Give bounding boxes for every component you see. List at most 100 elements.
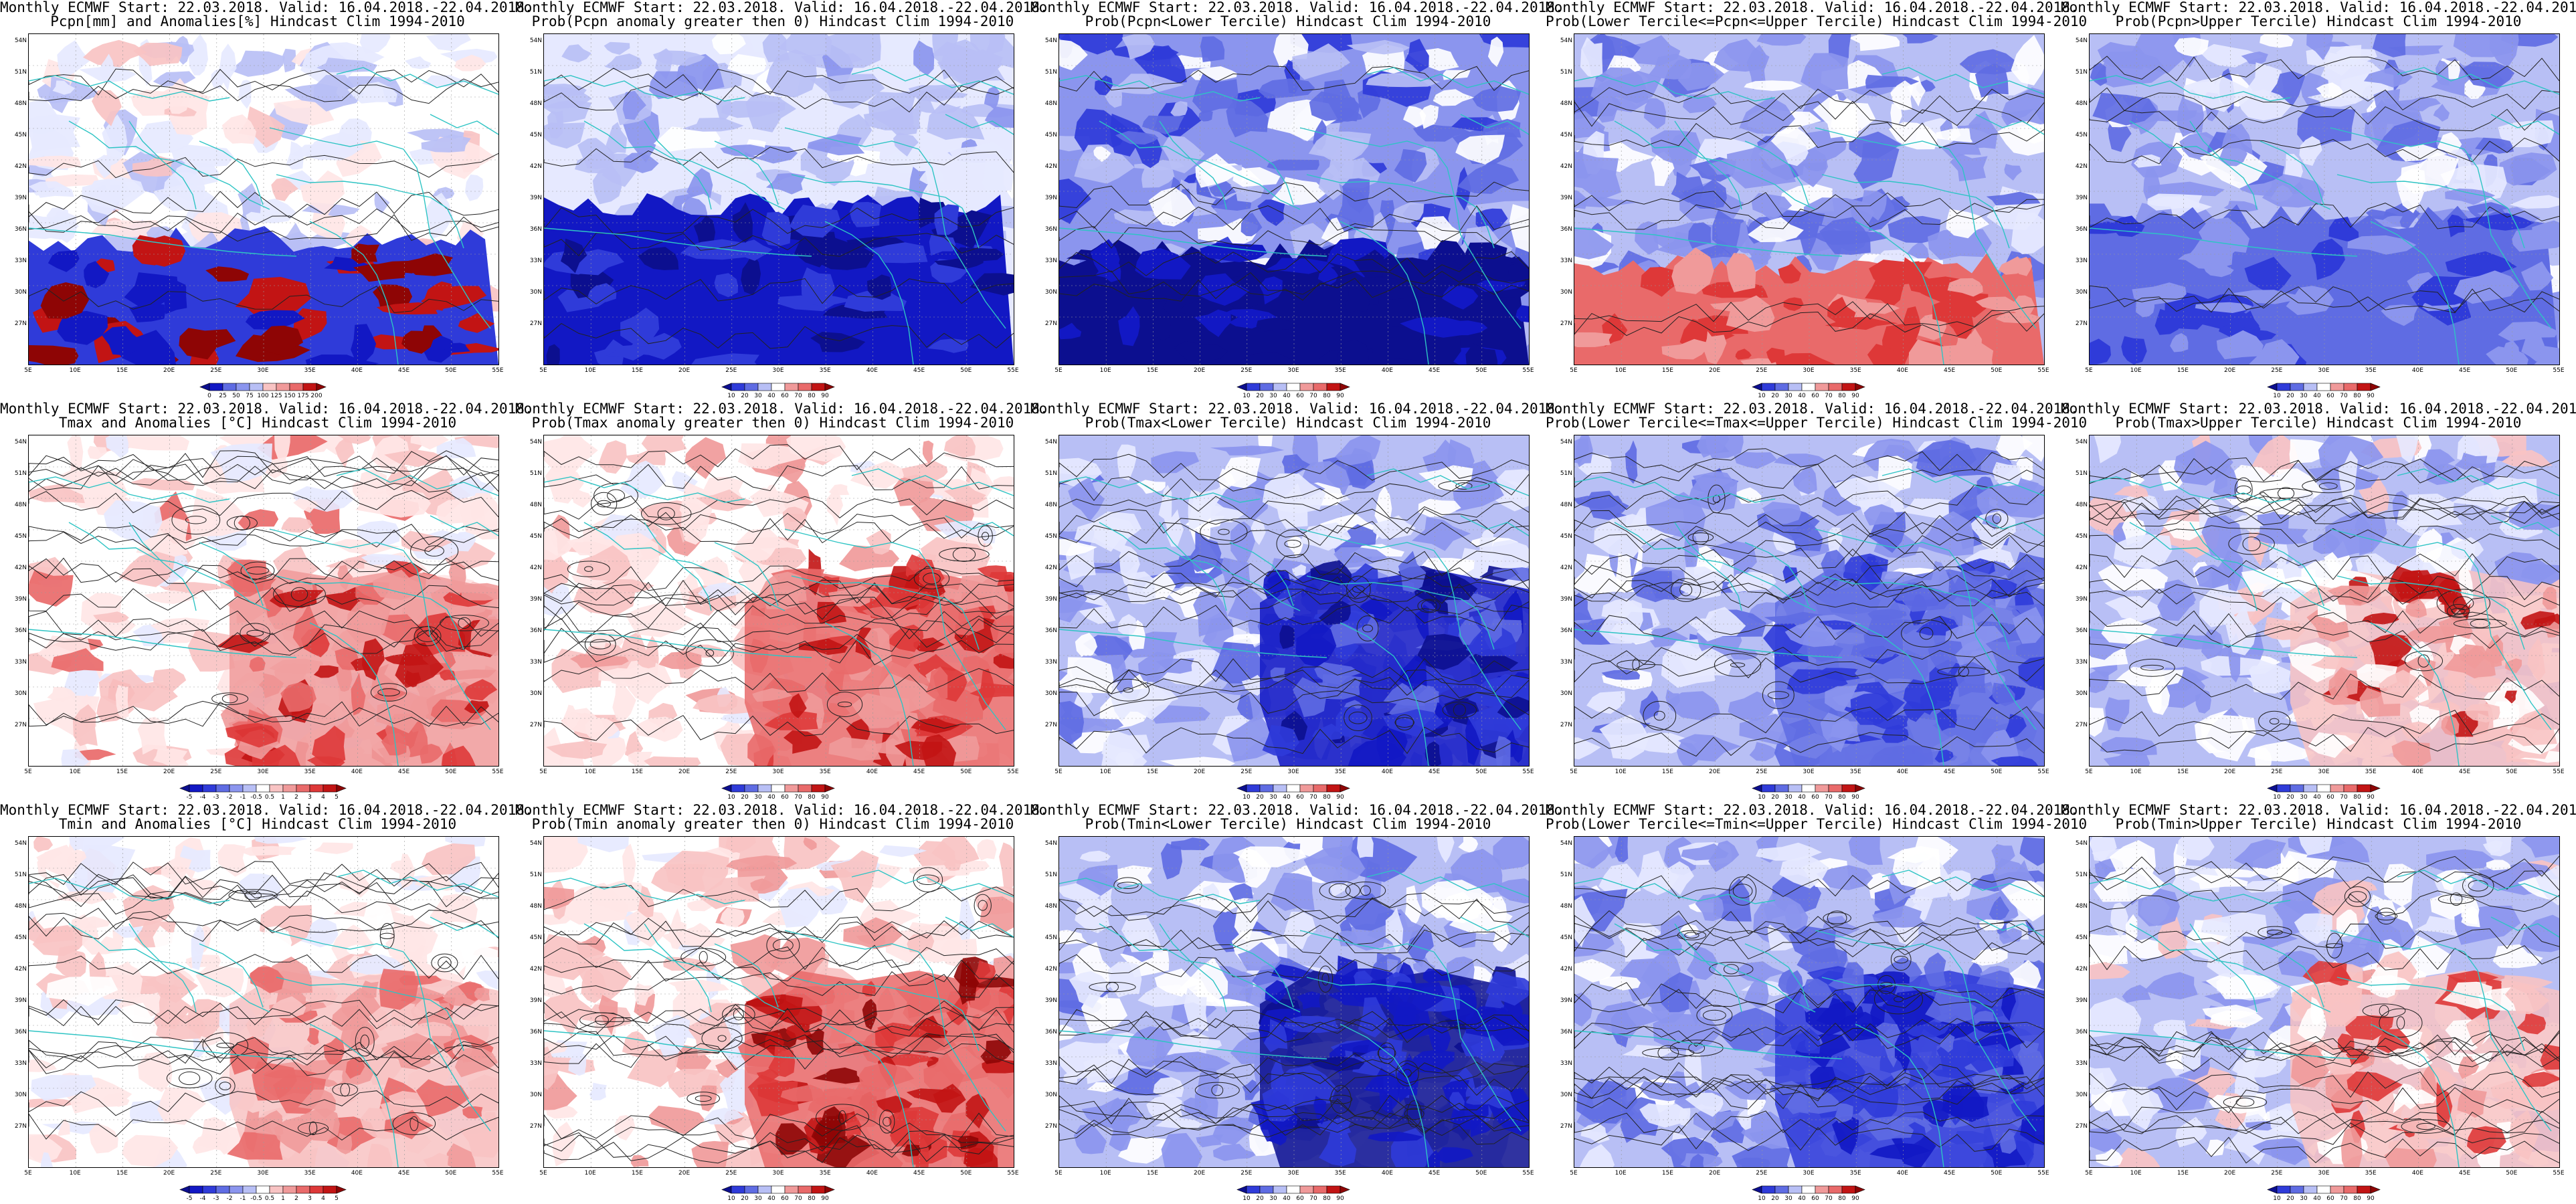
colorbar [718, 1185, 838, 1194]
colorbar-tick-label: 20 [2286, 393, 2294, 399]
colorbar-tick-label: -1 [240, 794, 246, 801]
colorbar-tick-label: 60 [1811, 1195, 1819, 1202]
colorbar [2264, 383, 2384, 391]
lat-label: 36N [1560, 1029, 1572, 1035]
colorbar-tick-label: -0.5 [250, 794, 262, 801]
lat-label: 51N [2075, 470, 2088, 477]
lat-label: 42N [1044, 565, 1057, 571]
colorbar-tick-label: 20 [1771, 393, 1779, 399]
lon-label: 5E [539, 1170, 547, 1177]
lon-label: 55E [1522, 769, 1534, 775]
panel-title-line2: Prob(Lower Tercile<=Tmin<=Upper Tercile)… [1546, 816, 2088, 832]
lon-label: 55E [1007, 769, 1019, 775]
lon-label: 30E [2318, 769, 2330, 775]
colorbar-tick-label: 2 [294, 794, 298, 801]
lon-label: 55E [1522, 367, 1534, 374]
colorbar-tick-label: 60 [1811, 794, 1819, 801]
lon-label: 10E [1615, 1170, 1627, 1177]
lon-label: 10E [1099, 769, 1111, 775]
lat-label: 45N [1560, 533, 1572, 540]
lon-label: 30E [257, 367, 269, 374]
lon-label: 35E [304, 367, 316, 374]
lat-label: 48N [529, 903, 542, 910]
panel-title-line1: Monthly ECMWF Start: 22.03.2018. Valid: … [1546, 401, 2079, 417]
lon-label: 5E [24, 769, 32, 775]
map-panel-tmin-prob-lower: Monthly ECMWF Start: 22.03.2018. Valid: … [1030, 803, 1564, 1204]
shaded-field [1574, 34, 2044, 365]
lon-label: 10E [2130, 1170, 2142, 1177]
colorbar-tick-label: 60 [1296, 393, 1304, 399]
lat-label: 36N [14, 226, 27, 233]
colorbar-tick-label: 90 [1336, 1195, 1344, 1202]
lon-label: 45E [1944, 367, 1956, 374]
lon-label: 35E [1334, 1170, 1346, 1177]
colorbar-tick-label: 2 [294, 1195, 298, 1202]
lon-label: 55E [2553, 1170, 2565, 1177]
lon-label: 50E [960, 769, 972, 775]
lon-label: 25E [1756, 769, 1768, 775]
lat-label: 36N [529, 627, 542, 634]
colorbar [196, 383, 330, 391]
lat-label: 33N [2075, 1060, 2088, 1067]
lon-label: 20E [1709, 367, 1721, 374]
lon-label: 20E [2224, 367, 2236, 374]
panel-title-line2: Prob(Pcpn anomaly greater then 0) Hindca… [531, 13, 1014, 29]
lat-label: 54N [14, 439, 27, 445]
lon-label: 15E [2177, 1170, 2189, 1177]
map-panel-tmax-prob-anomaly: Monthly ECMWF Start: 22.03.2018. Valid: … [515, 401, 1048, 803]
lat-label: 39N [1044, 195, 1057, 201]
lat-label: 45N [529, 934, 542, 941]
lon-label: 25E [210, 367, 222, 374]
lat-label: 27N [2075, 722, 2088, 728]
forecast-map [2089, 435, 2560, 767]
colorbar-tick-label: 20 [2286, 794, 2294, 801]
colorbar-tick-label: 20 [1771, 1195, 1779, 1202]
lat-label: 33N [529, 258, 542, 264]
colorbar-tick-label: 10 [1243, 393, 1251, 399]
colorbar-tick-label: 80 [1323, 393, 1331, 399]
panel-title-line2: Prob(Pcpn<Lower Tercile) Hindcast Clim 1… [1085, 13, 1491, 29]
lat-label: 54N [2075, 439, 2088, 445]
colorbar-tick-label: 1 [281, 794, 285, 801]
lon-label: 20E [163, 769, 175, 775]
lon-label: 30E [772, 367, 784, 374]
colorbar-swatches [2267, 383, 2381, 391]
colorbar-tick-label: 20 [741, 794, 749, 801]
colorbar [176, 1185, 350, 1194]
forecast-map [2089, 33, 2560, 365]
lon-label: 25E [2271, 367, 2283, 374]
lon-label: 45E [1429, 1170, 1441, 1177]
lat-label: 42N [2075, 163, 2088, 170]
colorbar-tick-label: 40 [1798, 1195, 1806, 1202]
lat-label: 54N [14, 37, 27, 44]
colorbar-tick-label: 90 [2367, 1195, 2375, 1202]
lon-label: 25E [725, 367, 737, 374]
shaded-field [544, 837, 1014, 1167]
lat-label: 27N [529, 320, 542, 327]
colorbar-tick-label: -3 [213, 1195, 219, 1202]
lon-label: 55E [2037, 769, 2049, 775]
lon-label: 35E [304, 1170, 316, 1177]
lat-label: 42N [529, 565, 542, 571]
lon-label: 40E [351, 769, 363, 775]
lat-label: 45N [14, 132, 27, 138]
colorbar-swatches [179, 784, 347, 793]
lon-label: 30E [257, 1170, 269, 1177]
map-panel-tmin-prob-anomaly: Monthly ECMWF Start: 22.03.2018. Valid: … [515, 803, 1048, 1204]
colorbar [2264, 1185, 2384, 1194]
colorbar-swatches [1236, 1185, 1350, 1194]
lon-label: 50E [1475, 1170, 1487, 1177]
lat-label: 51N [2075, 872, 2088, 878]
colorbar-tick-label: 60 [2326, 794, 2334, 801]
colorbar-swatches [1752, 1185, 1865, 1194]
colorbar-tick-label: 90 [2367, 393, 2375, 399]
colorbar-tick-label: 90 [821, 393, 829, 399]
lat-label: 36N [14, 627, 27, 634]
colorbar-tick-label: 70 [1309, 393, 1317, 399]
colorbar-tick-label: 70 [2340, 794, 2348, 801]
lon-label: 50E [1475, 769, 1487, 775]
lon-label: 35E [1334, 367, 1346, 374]
lon-label: 45E [2459, 1170, 2471, 1177]
colorbar-tick-label: 10 [2273, 1195, 2281, 1202]
lat-label: 54N [1560, 37, 1572, 44]
